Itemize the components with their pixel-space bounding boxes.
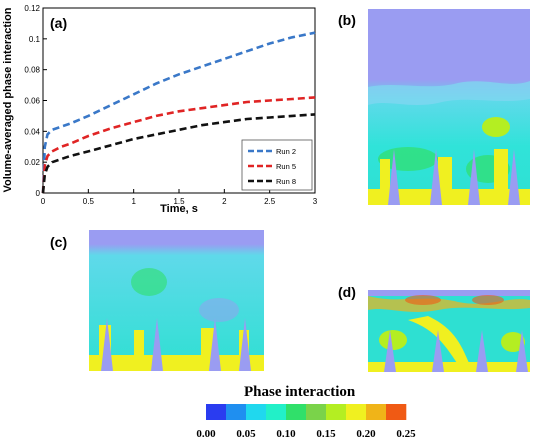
x-tick-label: 2 <box>222 197 227 206</box>
colorbar-tick-label: 0.05 <box>236 428 256 440</box>
legend-label: Run 8 <box>276 177 296 186</box>
colorbar-segment <box>206 404 227 420</box>
contour-plot-b <box>368 9 530 205</box>
colorbar-segment <box>226 404 247 420</box>
x-tick-label: 1 <box>131 197 136 206</box>
y-axis-label: Volume-averaged phase interaction <box>2 7 14 192</box>
x-tick-label: 1.5 <box>173 197 185 206</box>
panel-label-b: (b) <box>338 12 356 28</box>
colorbar <box>206 404 407 420</box>
colorbar-segment <box>346 404 367 420</box>
legend-label: Run 5 <box>276 162 296 171</box>
colorbar-tick-label: 0.25 <box>396 428 416 440</box>
x-tick-label: 2.5 <box>264 197 276 206</box>
legend-label: Run 2 <box>276 147 296 156</box>
colorbar-segment <box>266 404 287 420</box>
colorbar-segment <box>286 404 307 420</box>
y-tick-label: 0.06 <box>24 97 40 106</box>
y-tick-label: 0.08 <box>24 66 40 75</box>
colorbar-segment <box>366 404 387 420</box>
y-tick-label: 0.04 <box>24 127 40 136</box>
y-tick-label: 0 <box>36 189 41 198</box>
x-tick-label: 3 <box>313 197 318 206</box>
colorbar-segment <box>246 404 267 420</box>
panel-label-a: (a) <box>50 15 67 31</box>
contour-plot-c <box>89 230 264 371</box>
line-chart: 0 0.02 0.04 0.06 0.08 0.1 0.12 0 0.5 1 1.5 2 2.5 3 T… <box>2 4 318 215</box>
x-tick-label: 0 <box>41 197 46 206</box>
colorbar-title: Phase interaction <box>244 384 356 400</box>
colorbar-tick-label: 0.20 <box>356 428 376 440</box>
contour-plot-d <box>368 290 530 372</box>
x-axis-label: Time, s <box>160 203 198 215</box>
colorbar-tick-label: 0.00 <box>196 428 216 440</box>
legend: Run 2 Run 5 Run 8 <box>241 139 313 191</box>
series-line-run-5 <box>41 96 316 194</box>
series-line-run-2 <box>41 31 316 194</box>
colorbar-segment <box>306 404 327 420</box>
colorbar-tick-label: 0.10 <box>276 428 296 440</box>
x-tick-label: 0.5 <box>83 197 95 206</box>
y-tick-label: 0.12 <box>24 4 40 13</box>
y-tick-label: 0.02 <box>24 158 40 167</box>
panel-label-c: (c) <box>50 234 68 250</box>
panel-label-d: (d) <box>338 284 356 300</box>
colorbar-tick-label: 0.15 <box>316 428 336 440</box>
colorbar-segment <box>326 404 347 420</box>
colorbar-segment <box>386 404 407 420</box>
y-tick-label: 0.1 <box>29 35 41 44</box>
